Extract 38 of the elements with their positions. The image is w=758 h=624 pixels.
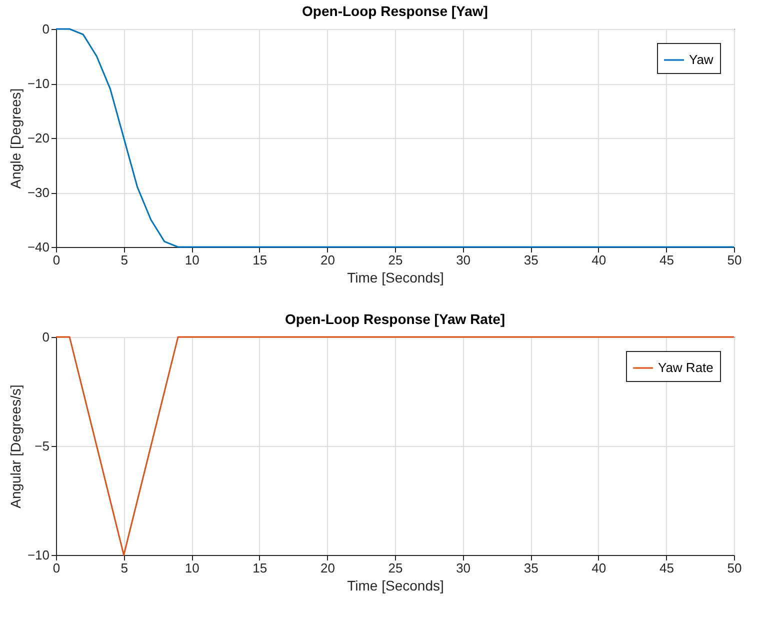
chart-title: Open-Loop Response [Yaw Rate] bbox=[284, 311, 506, 327]
legend-label: Yaw bbox=[689, 52, 714, 67]
y-tick-label: −20 bbox=[27, 130, 50, 146]
x-tick-label: 50 bbox=[727, 252, 742, 268]
x-tick-label: 35 bbox=[524, 560, 538, 576]
x-tick-label: 50 bbox=[727, 560, 742, 576]
y-tick-label: 0 bbox=[42, 330, 50, 344]
x-tick-label: 20 bbox=[320, 560, 335, 576]
y-tick-label: −30 bbox=[27, 185, 50, 200]
x-tick-label: 45 bbox=[659, 252, 674, 268]
x-tick-label: 30 bbox=[456, 560, 471, 576]
legend-label: Yaw Rate bbox=[658, 360, 714, 375]
y-tick-label: −40 bbox=[27, 240, 50, 254]
x-tick-label: 25 bbox=[388, 560, 403, 576]
x-tick-label: 35 bbox=[524, 252, 538, 268]
x-tick-label: 10 bbox=[184, 560, 200, 576]
x-tick-label: 0 bbox=[52, 252, 60, 268]
x-tick-label: 10 bbox=[184, 252, 200, 268]
x-tick-label: 40 bbox=[592, 252, 606, 268]
x-tick-label: 5 bbox=[120, 560, 128, 576]
y-axis-title: Angular [Degrees/s] bbox=[7, 384, 24, 508]
x-tick-label: 0 bbox=[52, 560, 60, 576]
y-tick-label: −10 bbox=[27, 548, 50, 562]
x-tick-label: 15 bbox=[252, 560, 268, 576]
x-tick-label: 5 bbox=[120, 252, 128, 268]
y-tick-label: 0 bbox=[42, 22, 50, 36]
y-axis-title: Angle [Degrees] bbox=[7, 88, 24, 189]
x-axis-title: Time [Seconds] bbox=[347, 578, 444, 594]
chart-title: Open-Loop Response [Yaw] bbox=[302, 3, 488, 19]
x-axis-title: Time [Seconds] bbox=[347, 270, 444, 286]
x-tick-label: 30 bbox=[456, 252, 471, 268]
x-tick-label: 25 bbox=[388, 252, 403, 268]
x-tick-label: 15 bbox=[252, 252, 268, 268]
x-tick-label: 45 bbox=[659, 560, 674, 576]
y-tick-label: −5 bbox=[34, 438, 50, 454]
x-tick-label: 20 bbox=[320, 252, 335, 268]
y-tick-label: −10 bbox=[27, 76, 50, 91]
x-tick-label: 40 bbox=[592, 560, 606, 576]
